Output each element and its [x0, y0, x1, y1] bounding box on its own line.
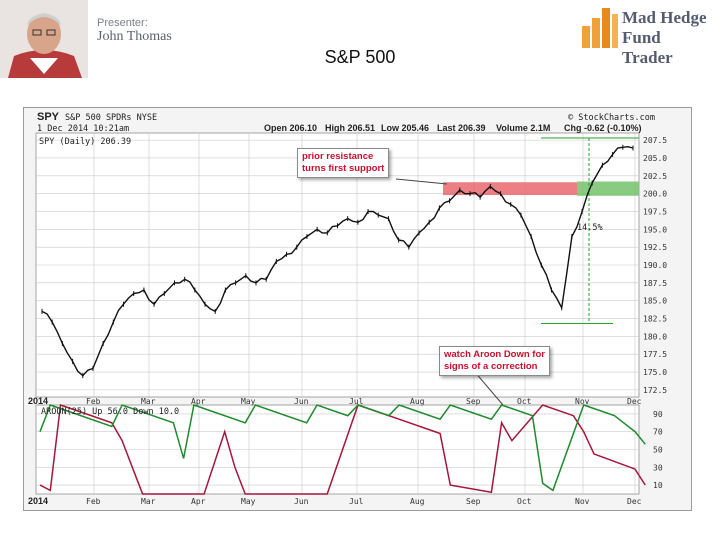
chart-name: S&P 500 SPDRs NYSE [65, 113, 157, 123]
resistance-band [443, 182, 577, 196]
chart-open: Open 206.10 [264, 123, 317, 133]
price-tick-label: 195.0 [643, 225, 667, 234]
chart-header: SPY S&P 500 SPDRs NYSE © StockCharts.com… [28, 111, 655, 506]
stock-chart: 207.5 205.0 202.5 200.0 197.5 195.0 192.5 190.0… [23, 107, 692, 511]
slide-title: S&P 500 [324, 47, 396, 67]
support-band [577, 181, 639, 196]
chart-volume: Volume 2.1M [496, 123, 550, 133]
year-label-bottom: 2014 [28, 496, 48, 506]
aroon-tick-label: 30 [653, 463, 663, 472]
resistance-line2: turns first support [302, 163, 385, 174]
resistance-line1: prior resistance [302, 151, 374, 162]
logo-bars-icon [582, 8, 618, 48]
month-label-top: Apr [191, 397, 206, 406]
chart-symbol: SPY [37, 111, 60, 123]
company-logo: Mad Hedge Fund Trader [580, 2, 715, 67]
month-label-bottom: May [241, 497, 256, 506]
aroon-tick-label: 90 [653, 410, 663, 419]
month-label-bottom: Oct [517, 497, 532, 506]
month-label-top: Feb [86, 397, 101, 406]
month-label-bottom: Mar [141, 497, 156, 506]
month-label-bottom: Apr [191, 497, 206, 506]
chart-source: © StockCharts.com [568, 113, 655, 123]
presenter-label: Presenter: [97, 17, 148, 29]
chart-last: Last 206.39 [437, 123, 486, 133]
price-tick-label: 187.5 [643, 279, 667, 288]
aroon-tick-label: 70 [653, 428, 663, 437]
rally-pct-label: 14.5% [577, 223, 603, 233]
aroon-annotation: watch Aroon Down for signs of a correcti… [439, 346, 550, 376]
presenter-photo [0, 0, 88, 78]
month-label-top: Jul [349, 397, 364, 406]
month-label-bottom: Sep [466, 497, 481, 506]
aroon-tick-label: 50 [653, 446, 663, 455]
month-label-top: Oct [517, 397, 532, 406]
aroon-up-line [39, 404, 646, 492]
chart-legend: SPY (Daily) 206.39 [39, 137, 131, 147]
price-tick-label: 190.0 [643, 261, 667, 270]
chart-date: 1 Dec 2014 10:21am [37, 124, 129, 134]
year-label-top: 2014 [28, 396, 48, 406]
chart-low: Low 205.46 [381, 123, 429, 133]
price-tick-label: 177.5 [643, 350, 667, 359]
price-tick-label: 202.5 [643, 172, 667, 181]
month-label-top: Nov [575, 397, 590, 406]
month-label-bottom: Aug [410, 497, 425, 506]
month-label-top: Dec [627, 397, 642, 406]
aroon-note-line2: signs of a correction [444, 361, 538, 372]
price-tick-label: 172.5 [643, 386, 667, 395]
price-tick-label: 207.5 [643, 136, 667, 145]
aroon-legend: AROON(25) Up 56.0 Down 10.0 [41, 407, 179, 417]
month-label-top: Sep [466, 397, 481, 406]
month-label-top: Mar [141, 397, 156, 406]
month-label-bottom: Feb [86, 497, 101, 506]
price-tick-label: 197.5 [643, 207, 667, 216]
price-tick-label: 192.5 [643, 243, 667, 252]
month-label-bottom: Jul [349, 497, 364, 506]
presenter-block: Presenter: John Thomas [97, 17, 172, 45]
price-tick-label: 180.0 [643, 332, 667, 341]
month-label-top: Aug [410, 397, 425, 406]
logo-line1: Mad Hedge [622, 8, 707, 27]
price-tick-label: 175.0 [643, 368, 667, 377]
price-tick-label: 182.5 [643, 315, 667, 324]
chart-high: High 206.51 [325, 123, 375, 133]
chart-change: Chg -0.62 (-0.10%) [564, 123, 642, 133]
price-tick-label: 200.0 [643, 190, 667, 199]
price-tick-label: 185.0 [643, 297, 667, 306]
resistance-annotation: prior resistance turns first support [297, 148, 390, 178]
aroon-note-line1: watch Aroon Down for [444, 349, 545, 360]
month-label-bottom: Nov [575, 497, 590, 506]
month-label-top: Jun [294, 397, 309, 406]
resistance-arrow [395, 178, 448, 185]
logo-line2: Fund Trader [622, 28, 673, 67]
aroon-arrow [473, 370, 504, 406]
presenter-name: John Thomas [97, 29, 172, 44]
chart-canvas: 207.5 205.0 202.5 200.0 197.5 195.0 192.5 190.0… [23, 107, 692, 511]
month-label-bottom: Jun [294, 497, 309, 506]
aroon-tick-label: 10 [653, 481, 663, 490]
price-tick-label: 205.0 [643, 154, 667, 163]
month-label-bottom: Dec [627, 497, 642, 506]
month-label-top: May [241, 397, 256, 406]
